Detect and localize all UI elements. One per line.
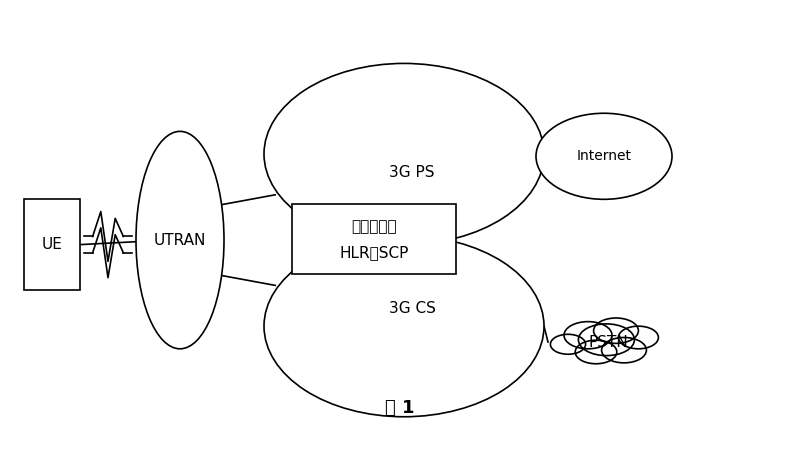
Text: UTRAN: UTRAN — [154, 232, 206, 248]
Text: 3G CS: 3G CS — [389, 300, 435, 316]
Circle shape — [594, 318, 638, 343]
Circle shape — [578, 324, 634, 356]
Text: 图 1: 图 1 — [386, 399, 414, 417]
Bar — [292, 204, 456, 274]
Circle shape — [564, 322, 612, 349]
Bar — [24, 199, 80, 290]
Ellipse shape — [136, 131, 224, 349]
Circle shape — [575, 340, 617, 364]
Circle shape — [550, 334, 586, 354]
Text: PSTN: PSTN — [588, 334, 628, 350]
Text: Internet: Internet — [577, 149, 631, 163]
Text: 3G PS: 3G PS — [390, 164, 434, 180]
Ellipse shape — [264, 63, 544, 245]
Text: HLR，SCP: HLR，SCP — [339, 246, 409, 260]
Ellipse shape — [264, 236, 544, 417]
Circle shape — [602, 337, 646, 363]
Text: UE: UE — [42, 237, 62, 252]
Circle shape — [618, 326, 658, 349]
Text: 业务应用域: 业务应用域 — [351, 220, 397, 235]
Ellipse shape — [536, 113, 672, 199]
